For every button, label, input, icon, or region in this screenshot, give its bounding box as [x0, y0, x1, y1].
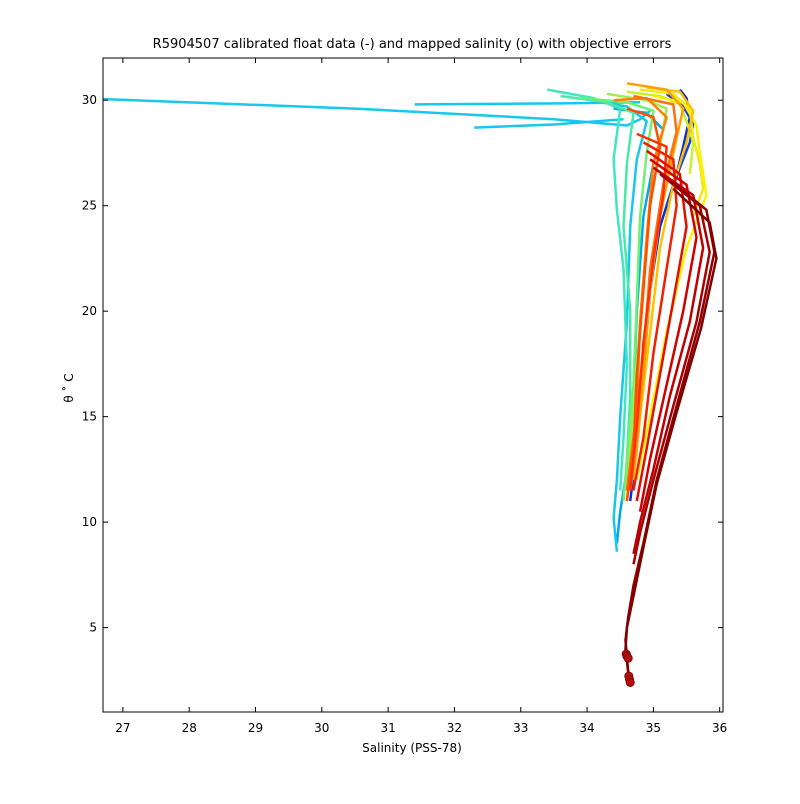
- x-tick-label: 28: [182, 721, 197, 735]
- series-line-8: [560, 94, 635, 459]
- series-line-21: [635, 149, 688, 502]
- plot-layer: [103, 82, 718, 687]
- y-axis-label: θ ˚ C: [61, 373, 76, 402]
- x-tick-label: 30: [314, 721, 329, 735]
- series-line-18: [625, 107, 662, 502]
- mapped-salinity-point: [625, 678, 635, 687]
- series-line-5: [414, 101, 641, 106]
- x-tick-label: 31: [380, 721, 395, 735]
- y-tick-label: 20: [82, 304, 97, 318]
- series-line-3: [600, 101, 648, 552]
- x-tick-label: 36: [712, 721, 727, 735]
- x-tick-label: 29: [248, 721, 263, 735]
- series-line-13: [635, 94, 708, 481]
- x-tick-label: 27: [115, 721, 130, 735]
- y-tick-label: 10: [82, 515, 97, 529]
- x-tick-label: 34: [579, 721, 594, 735]
- x-axis-label: Salinity (PSS-78): [362, 741, 462, 755]
- series-line-22: [638, 158, 698, 512]
- y-tick-label: 15: [82, 410, 97, 424]
- y-tick-label: 25: [82, 199, 97, 213]
- y-tick-label: 30: [82, 93, 97, 107]
- series-line-12: [639, 88, 705, 217]
- x-tick-label: 35: [646, 721, 661, 735]
- series-line-19: [628, 132, 668, 491]
- axes-frame: [102, 57, 724, 713]
- tick-layer: 27 28 29 30 31 32 33 34 35 36 5 10 15 20 25 30: [82, 58, 727, 735]
- x-tick-label: 32: [447, 721, 462, 735]
- y-tick-label: 5: [89, 621, 97, 635]
- series-line-20: [632, 141, 678, 491]
- mapped-salinity-point: [623, 653, 633, 663]
- chart-title: R5904507 calibrated float data (-) and m…: [153, 37, 672, 52]
- x-tick-label: 33: [513, 721, 528, 735]
- series-line-23: [632, 166, 705, 555]
- series-line-9: [580, 96, 655, 502]
- series-line-6: [474, 117, 624, 129]
